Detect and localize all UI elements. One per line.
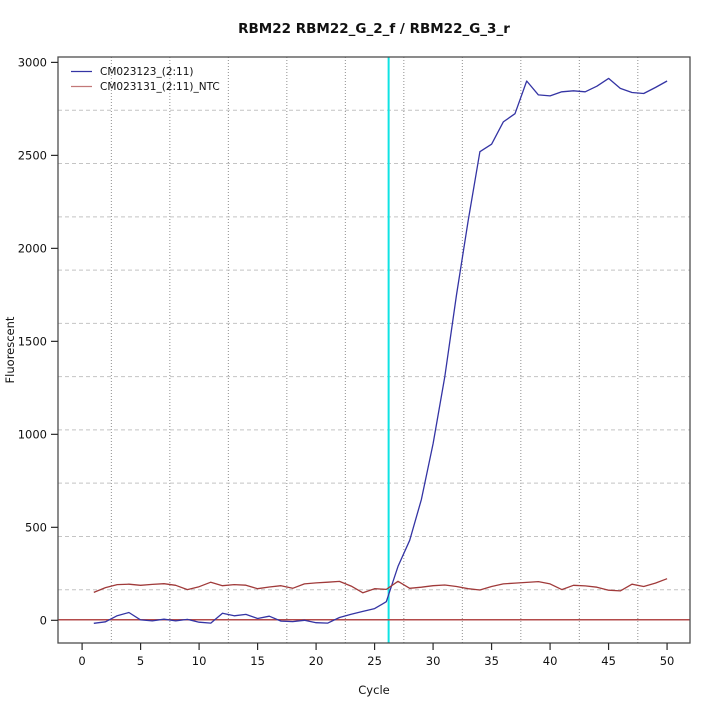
chart-title: RBM22 RBM22_G_2_f / RBM22_G_3_r [238, 21, 510, 37]
x-tick-label: 10 [192, 654, 207, 668]
y-tick-label: 1000 [18, 427, 47, 441]
series-line-ntc [93, 578, 668, 594]
x-axis-label: Cycle [358, 683, 389, 697]
y-tick-label: 3000 [18, 55, 47, 69]
x-tick-label: 45 [601, 654, 616, 668]
y-tick-label: 500 [25, 520, 47, 534]
data-series [93, 77, 668, 624]
legend: CM023123_(2:11) CM023131_(2:11)_NTC [71, 66, 220, 93]
y-tick-label: 0 [40, 613, 47, 627]
y-tick-label: 1500 [18, 334, 47, 348]
y-tick-label: 2000 [18, 241, 47, 255]
x-tick-label: 25 [367, 654, 382, 668]
x-tick-label: 30 [426, 654, 441, 668]
plot-border [57, 56, 691, 644]
axes: 0 5 10 15 20 25 30 35 40 45 5005001000150020002500… [18, 55, 691, 668]
x-tick-label: 40 [543, 654, 558, 668]
gridlines [58, 57, 690, 643]
x-tick-label: 15 [250, 654, 265, 668]
series-line-sample [93, 77, 668, 624]
x-tick-label: 20 [309, 654, 324, 668]
y-axis-label: Fluorescent [3, 316, 17, 383]
y-tick-label: 2500 [18, 148, 47, 162]
legend-label-ntc: CM023131_(2:11)_NTC [100, 81, 220, 93]
x-tick-label: 35 [484, 654, 499, 668]
x-tick-label: 0 [78, 654, 85, 668]
legend-label-sample: CM023123_(2:11) [100, 66, 194, 78]
x-tick-label: 5 [137, 654, 144, 668]
x-tick-label: 50 [660, 654, 675, 668]
